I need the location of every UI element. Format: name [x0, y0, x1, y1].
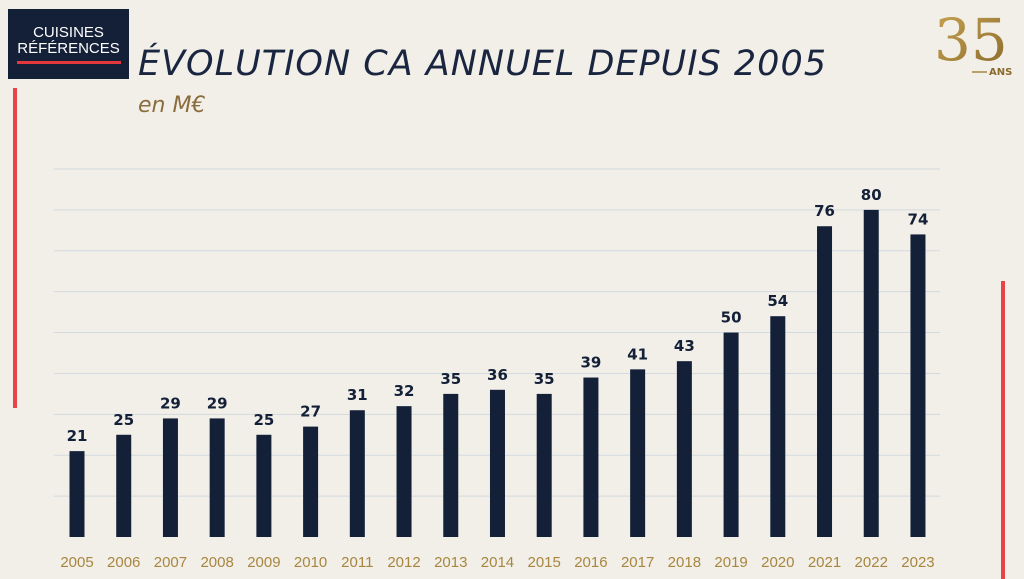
logo-underline — [16, 60, 121, 64]
x-tick-label-2020: 2020 — [761, 554, 794, 571]
x-tick-label-2021: 2021 — [808, 554, 841, 571]
logo-line-2: RÉFÉRENCES — [17, 39, 120, 57]
data-label-2023: 74 — [908, 210, 929, 228]
x-tick-label-2008: 2008 — [200, 554, 233, 571]
data-label-2008: 29 — [207, 394, 228, 412]
data-label-2016: 39 — [580, 354, 601, 372]
data-label-2014: 36 — [487, 366, 508, 384]
bar-2021 — [817, 226, 833, 537]
brand-logo: CUISINES RÉFÉRENCES — [8, 9, 129, 79]
x-tick-label-2013: 2013 — [434, 554, 467, 571]
x-tick-label-2017: 2017 — [621, 554, 654, 571]
x-tick-label-2023: 2023 — [901, 554, 934, 571]
data-label-2021: 76 — [814, 202, 835, 220]
anniversary-35-badge: 35 ANS — [934, 6, 1012, 76]
x-tick-label-2019: 2019 — [714, 554, 747, 571]
x-tick-label-2005: 2005 — [60, 554, 93, 571]
bar-2011 — [349, 410, 365, 537]
data-label-2019: 50 — [721, 309, 742, 327]
bar-2020 — [770, 316, 786, 537]
chart-subtitle: en M€ — [138, 93, 206, 118]
bar-2016 — [583, 377, 599, 537]
data-label-2007: 29 — [160, 394, 181, 412]
bar-2007 — [162, 418, 178, 537]
right-accent-line — [1001, 281, 1005, 579]
data-label-2006: 25 — [113, 411, 134, 429]
data-label-2020: 54 — [767, 292, 788, 310]
bar-2009 — [256, 434, 272, 537]
bar-2010 — [303, 426, 319, 537]
x-tick-label-2022: 2022 — [855, 554, 888, 571]
data-label-2012: 32 — [394, 382, 415, 400]
anniversary-number: 35 — [934, 6, 1008, 74]
data-label-2010: 27 — [300, 403, 321, 421]
data-label-2018: 43 — [674, 337, 695, 355]
data-label-2005: 21 — [67, 427, 88, 445]
data-label-2009: 25 — [253, 411, 274, 429]
anniversary-suffix: ANS — [989, 67, 1012, 76]
x-tick-label-2016: 2016 — [574, 554, 607, 571]
x-tick-label-2009: 2009 — [247, 554, 280, 571]
data-label-2017: 41 — [627, 345, 648, 363]
bar-2018 — [676, 361, 692, 537]
bar-2005 — [69, 451, 85, 537]
bar-2014 — [489, 389, 505, 537]
bar-2012 — [396, 406, 412, 537]
x-tick-label-2018: 2018 — [668, 554, 701, 571]
logo-line-1: CUISINES — [33, 23, 104, 41]
x-tick-label-2007: 2007 — [154, 554, 187, 571]
left-accent-line — [13, 88, 17, 408]
data-label-2022: 80 — [861, 186, 882, 204]
x-tick-label-2011: 2011 — [341, 554, 373, 571]
data-label-2015: 35 — [534, 370, 555, 388]
x-tick-label-2015: 2015 — [528, 554, 561, 571]
bar-2017 — [630, 369, 646, 537]
data-label-2013: 35 — [440, 370, 461, 388]
chart-title: ÉVOLUTION CA ANNUEL DEPUIS 2005 — [138, 44, 827, 84]
x-tick-label-2006: 2006 — [107, 554, 140, 571]
bar-2008 — [209, 418, 225, 537]
bar-2019 — [723, 332, 739, 537]
x-tick-label-2014: 2014 — [481, 554, 514, 571]
bar-2006 — [116, 434, 132, 537]
bar-2023 — [910, 234, 926, 537]
x-tick-label-2010: 2010 — [294, 554, 327, 571]
x-tick-label-2012: 2012 — [387, 554, 420, 571]
bar-2013 — [443, 393, 459, 537]
bar-2015 — [536, 393, 552, 537]
data-label-2011: 31 — [347, 386, 368, 404]
bar-2022 — [863, 209, 879, 537]
